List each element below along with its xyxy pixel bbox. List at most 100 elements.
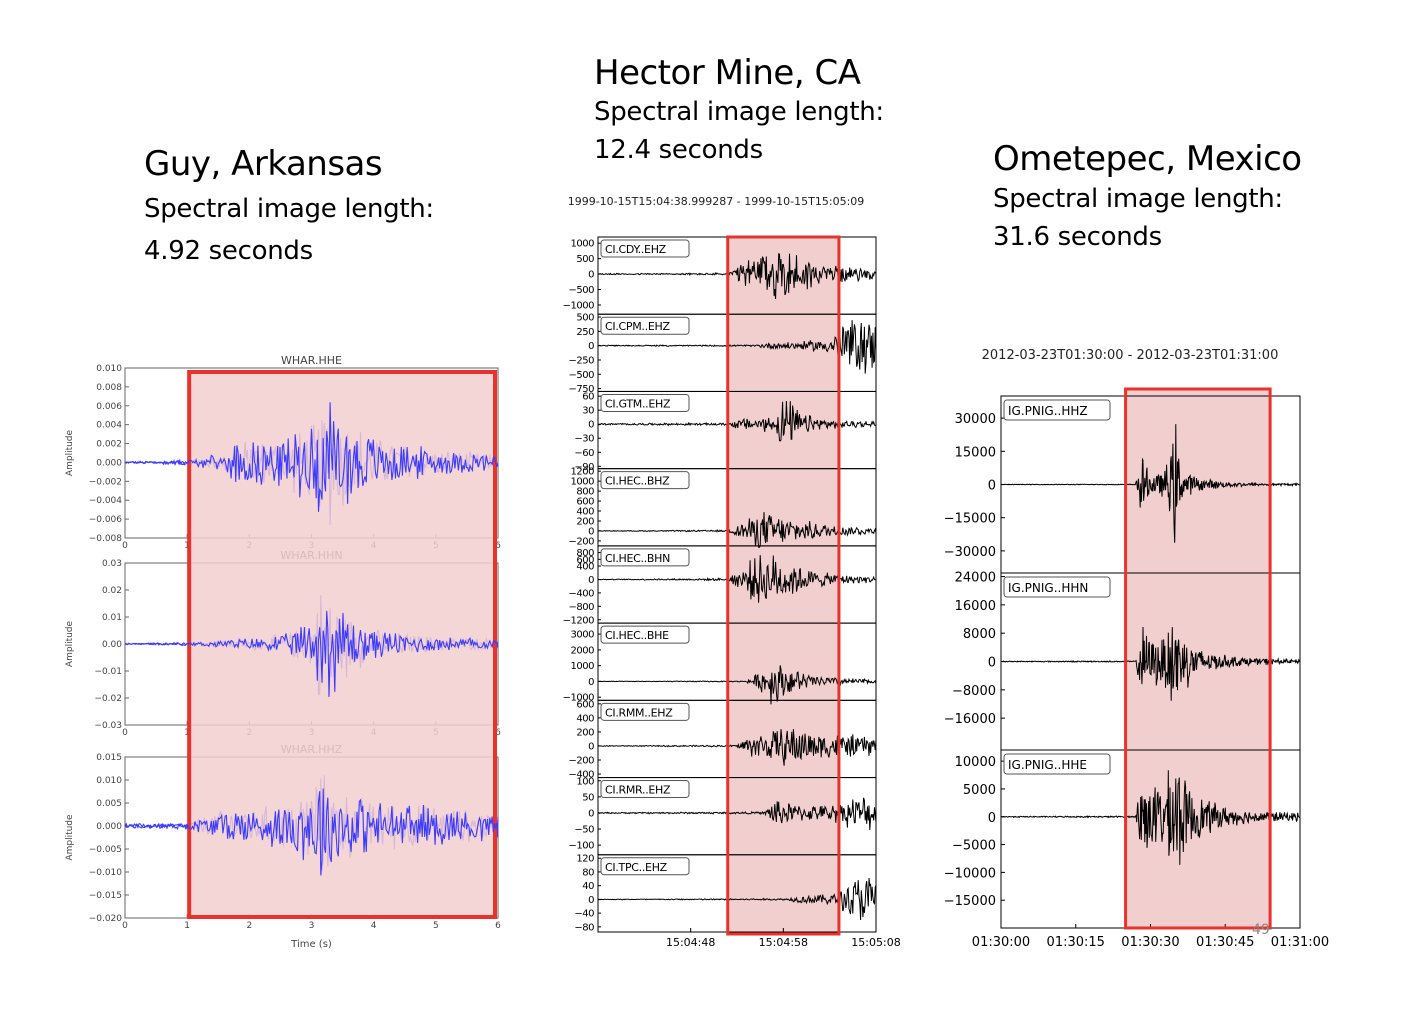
y-axis-label: Amplitude bbox=[65, 429, 75, 476]
y-tick-label: −1000 bbox=[563, 300, 594, 311]
y-tick-label: 0 bbox=[588, 677, 594, 688]
waveform-trace bbox=[597, 729, 877, 766]
x-tick-label: 15:04:58 bbox=[759, 936, 808, 949]
y-tick-label: −0.020 bbox=[89, 914, 123, 924]
station-label-box bbox=[1003, 399, 1111, 421]
station-label-box bbox=[600, 702, 690, 721]
y-tick-label: 1200 bbox=[571, 467, 595, 478]
y-tick-label: 60 bbox=[582, 392, 594, 403]
x-axis-label: Time (s) bbox=[290, 939, 332, 950]
waveform-trace bbox=[597, 320, 877, 374]
y-tick-label: 10000 bbox=[955, 755, 996, 770]
y-tick-label: −1200 bbox=[563, 615, 594, 626]
y-tick-label: 0.005 bbox=[96, 799, 122, 809]
y-tick-label: 2000 bbox=[571, 645, 595, 656]
y-tick-label: −50 bbox=[574, 825, 594, 836]
station-label: CI.TPC..EHZ bbox=[605, 861, 668, 874]
y-tick-label: −30 bbox=[574, 434, 594, 445]
y-tick-label: −800 bbox=[569, 602, 595, 613]
chart-title: 1999-10-15T15:04:38.999287 - 1999-10-15T… bbox=[568, 195, 865, 208]
y-tick-label: 30000 bbox=[955, 412, 996, 427]
y-tick-label: −1000 bbox=[563, 693, 594, 704]
waveform-trace bbox=[597, 878, 877, 921]
y-tick-label: 0.000 bbox=[96, 458, 122, 468]
y-tick-label: 0 bbox=[988, 656, 996, 671]
panel-length-label-hector: Spectral image length: bbox=[594, 97, 884, 127]
waveform-trace-highlighted bbox=[124, 788, 499, 876]
x-tick-label: 6 bbox=[495, 921, 501, 931]
x-tick-label: 0 bbox=[122, 921, 128, 931]
panel-title-hector: Hector Mine, CA bbox=[594, 53, 861, 93]
waveform-trace bbox=[597, 253, 877, 300]
chart-arkansas: WHAR.HHE0.0100.0080.0060.0040.0020.000−0… bbox=[65, 354, 501, 950]
station-label-box bbox=[600, 239, 690, 258]
y-tick-label: −200 bbox=[569, 756, 595, 767]
y-tick-label: −400 bbox=[569, 770, 595, 781]
y-tick-label: 0.010 bbox=[96, 776, 122, 786]
y-tick-label: 0.015 bbox=[96, 753, 122, 763]
y-tick-label: 400 bbox=[576, 713, 594, 724]
y-tick-label: 600 bbox=[576, 699, 594, 710]
y-tick-label: −30000 bbox=[944, 545, 996, 560]
station-label-box bbox=[600, 471, 690, 490]
waveform-trace bbox=[1000, 770, 1301, 865]
waveform-trace bbox=[597, 797, 877, 831]
station-label: IG.PNIG..HHN bbox=[1008, 581, 1088, 595]
chart-ometepec: 2012-03-23T01:30:00 - 2012-03-23T01:31:0… bbox=[944, 348, 1329, 950]
y-tick-label: 0 bbox=[588, 341, 594, 352]
station-label: CI.RMR..EHZ bbox=[605, 784, 671, 797]
x-tick-label: 15:04:48 bbox=[666, 936, 715, 949]
y-tick-label: 0.004 bbox=[96, 421, 122, 431]
waveform-trace bbox=[1000, 626, 1301, 701]
y-tick-label: −250 bbox=[569, 355, 595, 366]
station-label-box bbox=[1003, 576, 1111, 598]
waveform-trace-highlighted bbox=[124, 610, 499, 697]
x-tick-label: 4 bbox=[371, 921, 377, 931]
station-label-box bbox=[600, 316, 690, 335]
y-tick-label: −500 bbox=[569, 285, 595, 296]
station-label: CI.CDY..EHZ bbox=[605, 243, 667, 256]
chart-title: 2012-03-23T01:30:00 - 2012-03-23T01:31:0… bbox=[982, 348, 1279, 363]
x-tick-label: 0 bbox=[122, 728, 128, 738]
station-label-box bbox=[600, 548, 690, 567]
y-tick-label: −16000 bbox=[944, 712, 996, 727]
y-tick-label: 0.008 bbox=[96, 383, 122, 393]
y-tick-label: −0.002 bbox=[89, 477, 122, 487]
y-tick-label: 400 bbox=[576, 562, 594, 573]
y-tick-label: 200 bbox=[576, 516, 594, 527]
y-tick-label: −500 bbox=[569, 370, 595, 381]
y-tick-label: 250 bbox=[576, 327, 594, 338]
y-tick-label: 0 bbox=[588, 420, 594, 431]
page-number: 49 bbox=[1252, 922, 1270, 938]
station-label: CI.RMM..EHZ bbox=[605, 706, 673, 719]
station-label: CI.HEC..BHE bbox=[605, 629, 669, 642]
y-tick-label: 800 bbox=[576, 487, 594, 498]
y-tick-label: 40 bbox=[582, 881, 594, 892]
y-tick-label: −100 bbox=[569, 841, 595, 852]
y-tick-label: 500 bbox=[576, 254, 594, 265]
waveform-trace bbox=[1001, 424, 1301, 543]
y-tick-label: −0.015 bbox=[89, 891, 122, 901]
y-tick-label: −15000 bbox=[944, 894, 996, 909]
y-tick-label: 3000 bbox=[571, 630, 595, 641]
station-label: CI.HEC..BHN bbox=[605, 552, 670, 565]
y-tick-label: 0 bbox=[588, 808, 594, 819]
station-label: CI.CPM..EHZ bbox=[605, 320, 670, 333]
y-tick-label: 500 bbox=[576, 313, 594, 324]
station-label: CI.HEC..BHZ bbox=[605, 475, 670, 488]
y-tick-label: 0.000 bbox=[96, 822, 122, 832]
station-label-box bbox=[600, 393, 690, 412]
x-tick-label: 6 bbox=[495, 541, 501, 551]
x-tick-label: 01:30:45 bbox=[1196, 935, 1254, 950]
x-tick-label: 0 bbox=[122, 541, 128, 551]
station-label: IG.PNIG..HHE bbox=[1008, 758, 1087, 772]
y-tick-label: 600 bbox=[576, 555, 594, 566]
waveform-trace bbox=[597, 555, 877, 603]
y-tick-label: −0.008 bbox=[89, 534, 123, 544]
y-tick-label: 0 bbox=[588, 270, 594, 281]
y-tick-label: 16000 bbox=[955, 599, 996, 614]
x-tick-label: 01:30:30 bbox=[1121, 935, 1179, 950]
y-tick-label: 50 bbox=[582, 792, 594, 803]
y-tick-label: 100 bbox=[576, 776, 594, 787]
